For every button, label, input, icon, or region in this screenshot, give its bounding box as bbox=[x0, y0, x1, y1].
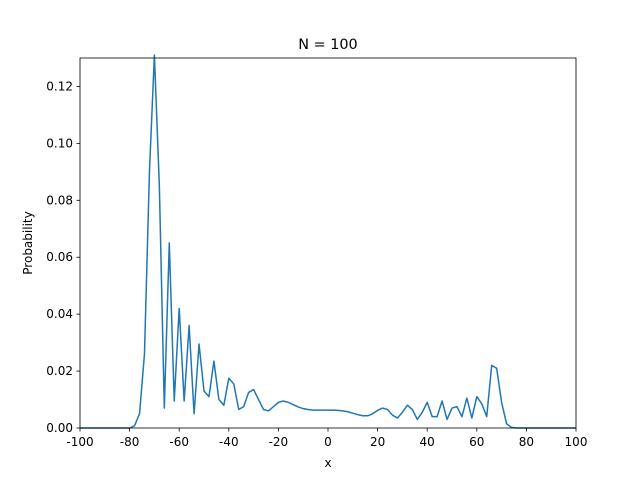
chart-title: N = 100 bbox=[298, 37, 357, 53]
y-tick-label: 0.06 bbox=[46, 250, 73, 264]
x-tick-label: 60 bbox=[469, 435, 484, 449]
x-tick-label: -100 bbox=[66, 435, 93, 449]
y-tick-label: 0.04 bbox=[46, 307, 73, 321]
x-tick-label: 40 bbox=[420, 435, 435, 449]
y-tick-label: 0.10 bbox=[46, 136, 73, 150]
plot-area bbox=[80, 58, 576, 428]
y-axis-ticks: 0.00 0.02 0.04 0.06 0.08 0.10 0.12 bbox=[46, 79, 80, 435]
plot-frame bbox=[79, 57, 577, 429]
x-tick-label: -80 bbox=[120, 435, 140, 449]
x-axis-ticks: -100 -80 -60 -40 -20 0 20 40 60 80 100 bbox=[66, 428, 587, 449]
x-tick-label: 80 bbox=[519, 435, 534, 449]
x-tick-label: 20 bbox=[370, 435, 385, 449]
x-tick-label: -60 bbox=[169, 435, 189, 449]
x-tick-label: -40 bbox=[219, 435, 239, 449]
y-tick-label: 0.12 bbox=[46, 79, 73, 93]
y-tick-label: 0.08 bbox=[46, 193, 73, 207]
y-tick-label: 0.00 bbox=[46, 421, 73, 435]
x-tick-label: 0 bbox=[324, 435, 332, 449]
x-tick-label: 100 bbox=[565, 435, 588, 449]
series-line bbox=[80, 54, 576, 429]
x-axis-label: x bbox=[324, 456, 331, 470]
x-tick-label: -20 bbox=[269, 435, 289, 449]
y-axis-label: Probability bbox=[21, 211, 35, 274]
y-tick-label: 0.02 bbox=[46, 364, 73, 378]
